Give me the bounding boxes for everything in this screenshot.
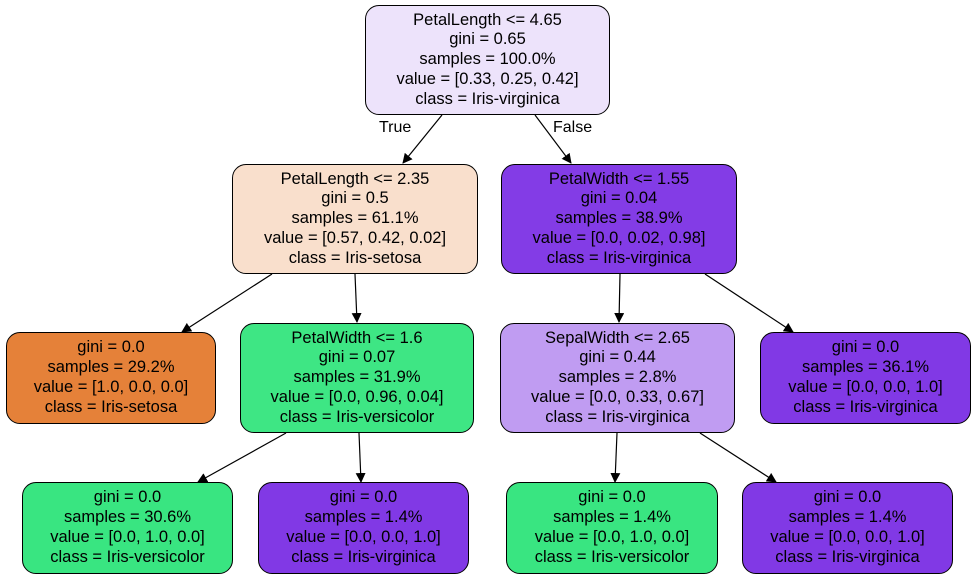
node-text-line: samples = 36.1% (801, 358, 930, 377)
node-text-line: samples = 100.0% (419, 50, 556, 69)
node-text-line: gini = 0.0 (813, 488, 882, 507)
tree-edge-arrow (355, 432, 366, 483)
node-text-line: value = [0.0, 0.0, 1.0] (286, 528, 441, 546)
node-text-line: class = Iris-setosa (44, 397, 178, 416)
tree-edge-arrow (181, 273, 273, 333)
node-text-line: gini = 0.44 (579, 348, 656, 367)
node-text-line: gini = 0.0 (329, 488, 398, 507)
edge-label-true: True (379, 119, 412, 136)
node-petalwidth-1-6: PetalWidth <= 1.6 gini = 0.07 samples = 31… (240, 323, 474, 433)
edge-label-false: False (553, 119, 593, 136)
tree-edge-arrow (699, 432, 777, 483)
node-text-line: class = Iris-virginica (546, 248, 692, 267)
node-text-line: value = [0.0, 0.02, 0.98] (532, 228, 706, 247)
tree-edge-arrow (614, 273, 625, 323)
root-node: PetalLength <= 4.65 gini = 0.65 samples = … (365, 5, 610, 115)
node-text-line: gini = 0.0 (77, 338, 145, 357)
node-text-line: class = Iris-versicolor (279, 407, 435, 426)
leaf-versicolor-small: gini = 0.0 samples = 1.4% value = [0.0, 1.… (506, 482, 718, 574)
node-text-line: samples = 31.9% (293, 368, 421, 387)
node-text-line: PetalWidth <= 1.6 (291, 328, 423, 347)
node-text-line: class = Iris-virginica (291, 547, 436, 566)
node-text-line: samples = 38.9% (555, 209, 683, 228)
leaf-setosa: gini = 0.0 samples = 29.2% value = [1.0, 0… (6, 332, 216, 424)
leaf-virginica-small-right: gini = 0.0 samples = 1.4% value = [0.0, 0.… (742, 482, 953, 574)
node-text-line: class = Iris-versicolor (50, 547, 205, 566)
node-text-line: samples = 61.1% (291, 209, 419, 228)
node-text-line: samples = 1.4% (788, 508, 907, 527)
node-text-line: SepalWidth <= 2.65 (545, 328, 690, 347)
node-text-line: samples = 30.6% (63, 508, 192, 527)
node-text-line: value = [0.0, 1.0, 0.0] (534, 528, 690, 546)
node-text-line: gini = 0.07 (318, 348, 396, 367)
node-text-line: PetalWidth <= 1.55 (548, 169, 690, 188)
node-text-line: value = [0.57, 0.42, 0.02] (263, 228, 447, 247)
node-text-line: class = Iris-versicolor (534, 547, 690, 566)
leaf-virginica-large: gini = 0.0 samples = 36.1% value = [0.0, 0… (760, 332, 971, 424)
node-text-line: value = [0.0, 0.0, 1.0] (788, 378, 943, 396)
node-text-line: value = [1.0, 0.0, 0.0] (33, 378, 189, 396)
node-text-line: gini = 0.5 (321, 189, 389, 208)
node-text-line: samples = 2.8% (558, 368, 677, 387)
node-text-line: gini = 0.65 (449, 30, 526, 49)
node-text-line: samples = 29.2% (47, 358, 175, 377)
node-text-line: gini = 0.0 (578, 488, 646, 507)
node-petallength-2-35: PetalLength <= 2.35 gini = 0.5 samples = 6… (232, 164, 478, 274)
node-text-line: PetalLength <= 2.35 (280, 169, 430, 188)
node-petalwidth-1-55: PetalWidth <= 1.55 gini = 0.04 samples = 3… (501, 164, 737, 274)
tree-edge-arrow (534, 114, 572, 164)
node-text-line: gini = 0.04 (580, 189, 658, 208)
node-text-line: class = Iris-virginica (775, 547, 920, 566)
node-text-line: samples = 1.4% (304, 508, 423, 527)
tree-edge-arrow (197, 432, 287, 483)
node-text-line: value = [0.0, 0.96, 0.04] (270, 387, 444, 406)
node-text-line: gini = 0.0 (93, 488, 162, 507)
node-text-line: value = [0.0, 0.0, 1.0] (770, 528, 925, 546)
node-text-line: PetalLength <= 4.65 (413, 10, 562, 29)
node-text-line: samples = 1.4% (553, 508, 671, 527)
node-text-line: class = Iris-virginica (415, 89, 560, 108)
node-text-line: value = [0.0, 0.33, 0.67] (531, 387, 704, 406)
tree-edge-arrow (351, 273, 362, 323)
tree-edge-arrow (704, 273, 794, 333)
node-text-line: class = Iris-setosa (288, 248, 422, 267)
leaf-versicolor-large: gini = 0.0 samples = 30.6% value = [0.0, 1… (22, 482, 233, 574)
tree-edge-arrow (610, 432, 621, 483)
node-text-line: class = Iris-virginica (545, 407, 690, 426)
node-text-line: value = [0.0, 1.0, 0.0] (50, 528, 205, 546)
tree-edge-arrow (402, 114, 443, 164)
node-text-line: gini = 0.0 (831, 338, 900, 357)
node-sepalwidth-2-65: SepalWidth <= 2.65 gini = 0.44 samples = 2… (500, 323, 735, 433)
node-text-line: value = [0.33, 0.25, 0.42] (396, 69, 579, 88)
leaf-virginica-small-left: gini = 0.0 samples = 1.4% value = [0.0, 0.… (258, 482, 469, 574)
node-text-line: class = Iris-virginica (793, 397, 938, 416)
